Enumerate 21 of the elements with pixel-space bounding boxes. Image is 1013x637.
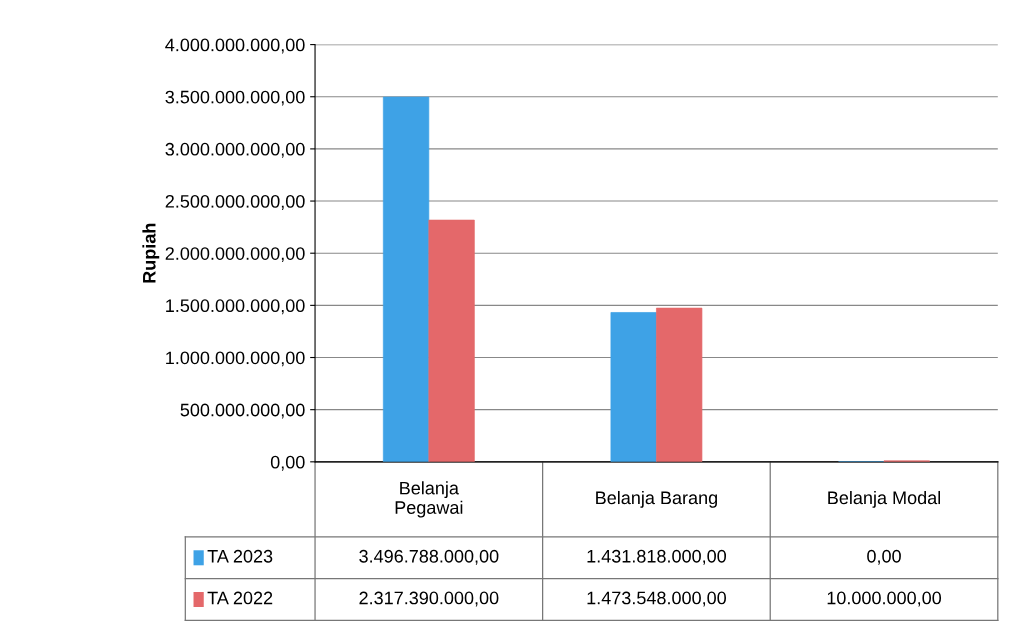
y-tick-label: 1.500.000.000,00 — [166, 299, 305, 315]
data-label: 3.496.788.000,00 — [359, 549, 499, 565]
data-label: 0,00 — [867, 549, 901, 565]
y-tick-label: 0,00 — [270, 455, 305, 471]
y-tick-label: 500.000.000,00 — [180, 403, 305, 419]
y-tick-label: 2.500.000.000,00 — [165, 194, 305, 210]
y-axis-title: Rupiah — [142, 223, 160, 283]
y-tick-label: 3.000.000.000,00 — [165, 142, 305, 158]
data-label: 1.473.548.000,00 — [587, 591, 727, 607]
data-label: 1.431.818.000,00 — [587, 549, 727, 565]
y-tick-label: 3.500.000.000,00 — [165, 90, 305, 106]
x-tick-label: Belanja Modal — [828, 490, 941, 508]
y-tick-label: 1.000.000.000,00 — [166, 351, 305, 367]
y-tick-label: 2.000.000.000,00 — [165, 247, 305, 263]
data-label: 2.317.390.000,00 — [359, 591, 499, 607]
data-label: 10.000.000,00 — [827, 591, 942, 607]
y-tick-label: 4.000.000.000,00 — [165, 38, 305, 54]
legend-label: TA 2023 — [207, 549, 273, 563]
legend-label: TA 2022 — [207, 591, 273, 605]
x-tick-label: Belanja Pegawai — [395, 481, 463, 518]
x-tick-label: Belanja Barang — [596, 490, 717, 508]
